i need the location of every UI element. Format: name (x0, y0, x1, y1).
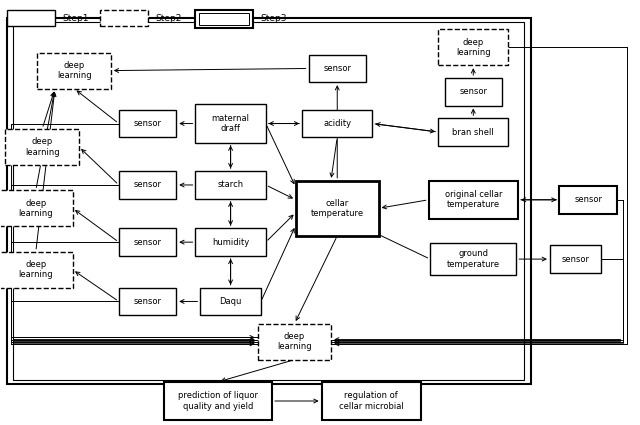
Text: prediction of liquor
quality and yield: prediction of liquor quality and yield (178, 391, 258, 411)
Text: ground
temperature: ground temperature (447, 249, 500, 269)
FancyBboxPatch shape (438, 118, 508, 146)
Text: humidity: humidity (212, 238, 249, 246)
FancyBboxPatch shape (430, 243, 516, 275)
Text: maternal
draff: maternal draff (212, 114, 250, 133)
Text: sensor: sensor (561, 255, 589, 264)
Text: sensor: sensor (134, 119, 161, 128)
Text: sensor: sensor (460, 87, 487, 96)
FancyBboxPatch shape (164, 382, 272, 420)
FancyBboxPatch shape (199, 13, 249, 25)
Text: deep
learning: deep learning (456, 37, 491, 57)
Text: Step1: Step1 (63, 14, 89, 23)
FancyBboxPatch shape (258, 324, 331, 360)
Text: original cellar
temperature: original cellar temperature (445, 190, 502, 210)
Text: regulation of
cellar microbial: regulation of cellar microbial (339, 391, 403, 411)
Text: starch: starch (218, 181, 244, 190)
FancyBboxPatch shape (119, 110, 176, 137)
Text: sensor: sensor (574, 196, 602, 204)
FancyBboxPatch shape (296, 181, 379, 236)
FancyBboxPatch shape (119, 171, 176, 199)
FancyBboxPatch shape (195, 171, 266, 199)
Text: deep
learning: deep learning (25, 137, 60, 156)
FancyBboxPatch shape (100, 10, 148, 26)
Text: acidity: acidity (323, 119, 351, 128)
FancyBboxPatch shape (37, 53, 111, 88)
FancyBboxPatch shape (429, 181, 518, 219)
FancyBboxPatch shape (302, 110, 372, 137)
FancyBboxPatch shape (7, 10, 55, 26)
Text: sensor: sensor (323, 64, 351, 73)
FancyBboxPatch shape (195, 228, 266, 256)
FancyBboxPatch shape (119, 288, 176, 315)
Text: sensor: sensor (134, 238, 161, 246)
FancyBboxPatch shape (119, 228, 176, 256)
FancyBboxPatch shape (195, 105, 266, 143)
FancyBboxPatch shape (550, 245, 601, 273)
Text: Step3: Step3 (260, 14, 287, 23)
FancyBboxPatch shape (6, 129, 79, 165)
FancyBboxPatch shape (0, 190, 72, 226)
FancyBboxPatch shape (445, 78, 502, 105)
Text: deep
learning: deep learning (19, 198, 53, 218)
FancyBboxPatch shape (0, 252, 72, 288)
Text: sensor: sensor (134, 297, 161, 306)
Text: deep
learning: deep learning (57, 61, 92, 80)
Text: Step2: Step2 (156, 14, 182, 23)
Text: cellar
temperature: cellar temperature (310, 198, 364, 218)
FancyBboxPatch shape (195, 10, 253, 28)
FancyBboxPatch shape (321, 382, 420, 420)
Text: sensor: sensor (134, 181, 161, 190)
FancyBboxPatch shape (308, 55, 366, 82)
FancyBboxPatch shape (438, 29, 508, 65)
FancyBboxPatch shape (559, 186, 617, 213)
Text: bran shell: bran shell (452, 128, 494, 136)
Text: Daqu: Daqu (220, 297, 242, 306)
Text: deep
learning: deep learning (277, 332, 312, 351)
Text: deep
learning: deep learning (19, 260, 53, 279)
FancyBboxPatch shape (200, 288, 261, 315)
